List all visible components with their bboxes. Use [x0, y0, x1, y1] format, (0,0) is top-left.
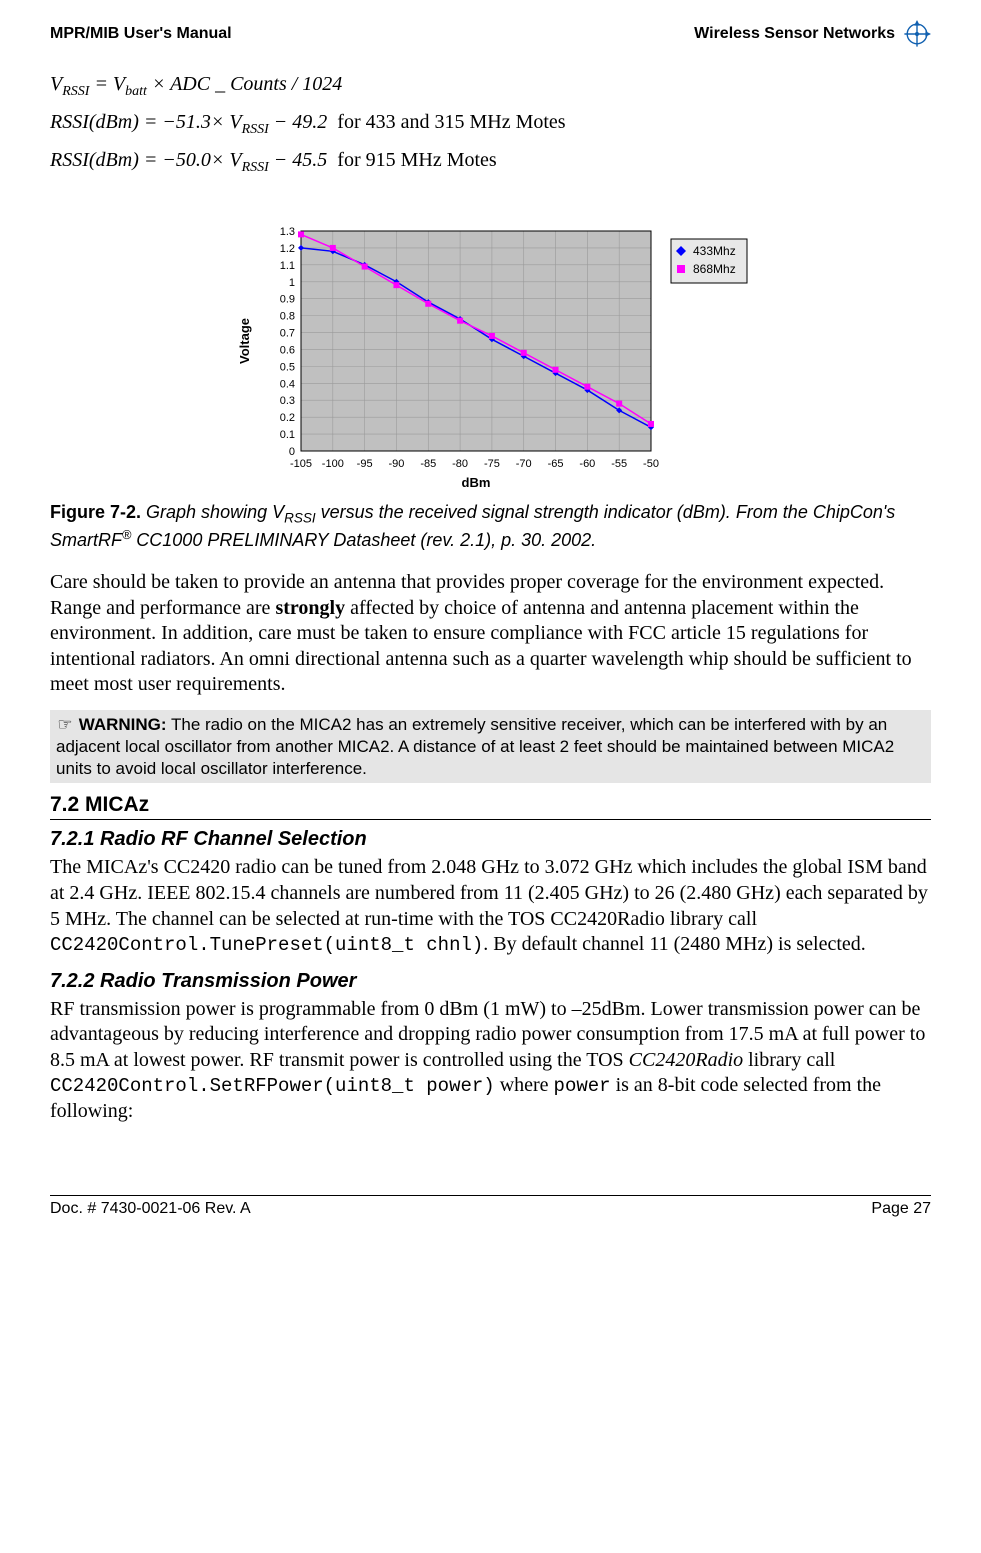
eq3-sub: RSSI	[242, 160, 269, 175]
eq3-left: RSSI(dBm) = −50.0× V	[50, 149, 242, 171]
svg-text:-90: -90	[388, 458, 404, 470]
svg-text:1.2: 1.2	[279, 242, 294, 254]
footer-right: Page 27	[871, 1200, 931, 1218]
equation-1: VRSSI = Vbatt × ADC _ Counts / 1024	[50, 66, 931, 104]
svg-text:0.1: 0.1	[279, 429, 294, 441]
eq3-note: for 915 MHz Motes	[337, 142, 496, 178]
rssi-voltage-chart: 0 0.1 0.2 0.3 0.4 0.5 0.6 0.7 0.8 0.9 1 1.1 1.2 1.3 -1…	[231, 211, 751, 491]
eq2-left: RSSI(dBm) = −51.3× V	[50, 111, 242, 133]
svg-text:-55: -55	[611, 458, 627, 470]
p722-ital: CC2420Radio	[629, 1049, 743, 1071]
eq2-right: − 49.2	[269, 111, 328, 133]
svg-text:0.4: 0.4	[279, 378, 294, 390]
svg-text:1: 1	[288, 276, 294, 288]
svg-text:dBm: dBm	[461, 475, 490, 490]
chart-container: 0 0.1 0.2 0.3 0.4 0.5 0.6 0.7 0.8 0.9 1 1.1 1.2 1.3 -1…	[50, 211, 931, 491]
p721-a: The MICAz's CC2420 radio can be tuned fr…	[50, 856, 928, 929]
header-left: MPR/MIB User's Manual	[50, 25, 232, 43]
figure-caption: Figure 7-2. Graph showing VRSSI versus t…	[50, 501, 931, 553]
svg-text:-50: -50	[643, 458, 659, 470]
svg-text:-65: -65	[547, 458, 563, 470]
svg-text:0.9: 0.9	[279, 293, 294, 305]
figcaption-label: Figure 7-2.	[50, 502, 141, 522]
para-7-2-1: The MICAz's CC2420 radio can be tuned fr…	[50, 855, 931, 957]
svg-text:0: 0	[288, 446, 294, 458]
svg-text:Voltage: Voltage	[237, 318, 252, 364]
para1-bold: strongly	[275, 597, 345, 619]
page-footer: Doc. # 7430-0021-06 Rev. A Page 27	[50, 1195, 931, 1218]
para-7-2-2: RF transmission power is programmable fr…	[50, 997, 931, 1125]
eq1-mid: = V	[89, 73, 125, 95]
footer-left: Doc. # 7430-0021-06 Rev. A	[50, 1200, 251, 1218]
svg-text:-85: -85	[420, 458, 436, 470]
p722-code: CC2420Control.SetRFPower(uint8_t power)	[50, 1075, 495, 1097]
svg-text:433Mhz: 433Mhz	[693, 244, 736, 258]
p721-code: CC2420Control.TunePreset(uint8_t chnl)	[50, 934, 483, 956]
figcaption-sub: RSSI	[284, 510, 316, 525]
header-right: Wireless Sensor Networks	[694, 25, 895, 43]
p722-c: where	[495, 1074, 554, 1096]
eq1-sub2: batt	[125, 84, 147, 99]
equation-3: RSSI(dBm) = −50.0× VRSSI − 45.5 for 915 …	[50, 142, 931, 180]
svg-text:-60: -60	[579, 458, 595, 470]
warning-box: ☞ WARNING: The radio on the MICA2 has an…	[50, 710, 931, 783]
p722-code2: power	[554, 1075, 611, 1097]
svg-text:-100: -100	[321, 458, 343, 470]
figcaption-t3: CC1000 PRELIMINARY Datasheet (rev. 2.1),…	[131, 530, 596, 550]
warning-label: WARNING:	[79, 715, 167, 734]
eq1-right: × ADC _ Counts / 1024	[147, 73, 342, 95]
svg-text:868Mhz: 868Mhz	[693, 262, 736, 276]
svg-text:0.8: 0.8	[279, 310, 294, 322]
svg-text:-75: -75	[483, 458, 499, 470]
warning-text: The radio on the MICA2 has an extremely …	[56, 715, 894, 778]
eq1-sub1: RSSI	[62, 84, 89, 99]
section-7-2: 7.2 MICAz	[50, 793, 931, 820]
eq1-v: V	[50, 73, 62, 95]
equation-block: VRSSI = Vbatt × ADC _ Counts / 1024 RSSI…	[50, 66, 931, 181]
svg-text:1.3: 1.3	[279, 226, 294, 238]
page-header: MPR/MIB User's Manual Wireless Sensor Ne…	[50, 20, 931, 48]
p721-b: . By default channel 11 (2480 MHz) is se…	[483, 933, 865, 955]
svg-text:-105: -105	[289, 458, 311, 470]
eq2-note: for 433 and 315 MHz Motes	[337, 104, 565, 140]
svg-text:-80: -80	[452, 458, 468, 470]
svg-text:-95: -95	[356, 458, 372, 470]
svg-text:0.6: 0.6	[279, 344, 294, 356]
svg-text:0.3: 0.3	[279, 395, 294, 407]
equation-2: RSSI(dBm) = −51.3× VRSSI − 49.2 for 433 …	[50, 104, 931, 142]
svg-text:0.2: 0.2	[279, 412, 294, 424]
svg-text:0.5: 0.5	[279, 361, 294, 373]
section-7-2-2: 7.2.2 Radio Transmission Power	[50, 970, 931, 993]
svg-text:0.7: 0.7	[279, 327, 294, 339]
eq3-right: − 45.5	[269, 149, 328, 171]
svg-text:-70: -70	[515, 458, 531, 470]
hand-icon: ☞	[56, 714, 74, 736]
crossbow-logo-icon	[903, 20, 931, 48]
antenna-paragraph: Care should be taken to provide an anten…	[50, 570, 931, 698]
svg-text:1.1: 1.1	[279, 259, 294, 271]
section-7-2-1: 7.2.1 Radio RF Channel Selection	[50, 828, 931, 851]
p722-b: library call	[743, 1049, 835, 1071]
eq2-sub: RSSI	[242, 122, 269, 137]
figcaption-sup: ®	[122, 528, 131, 542]
figcaption-t1: Graph showing V	[141, 502, 284, 522]
